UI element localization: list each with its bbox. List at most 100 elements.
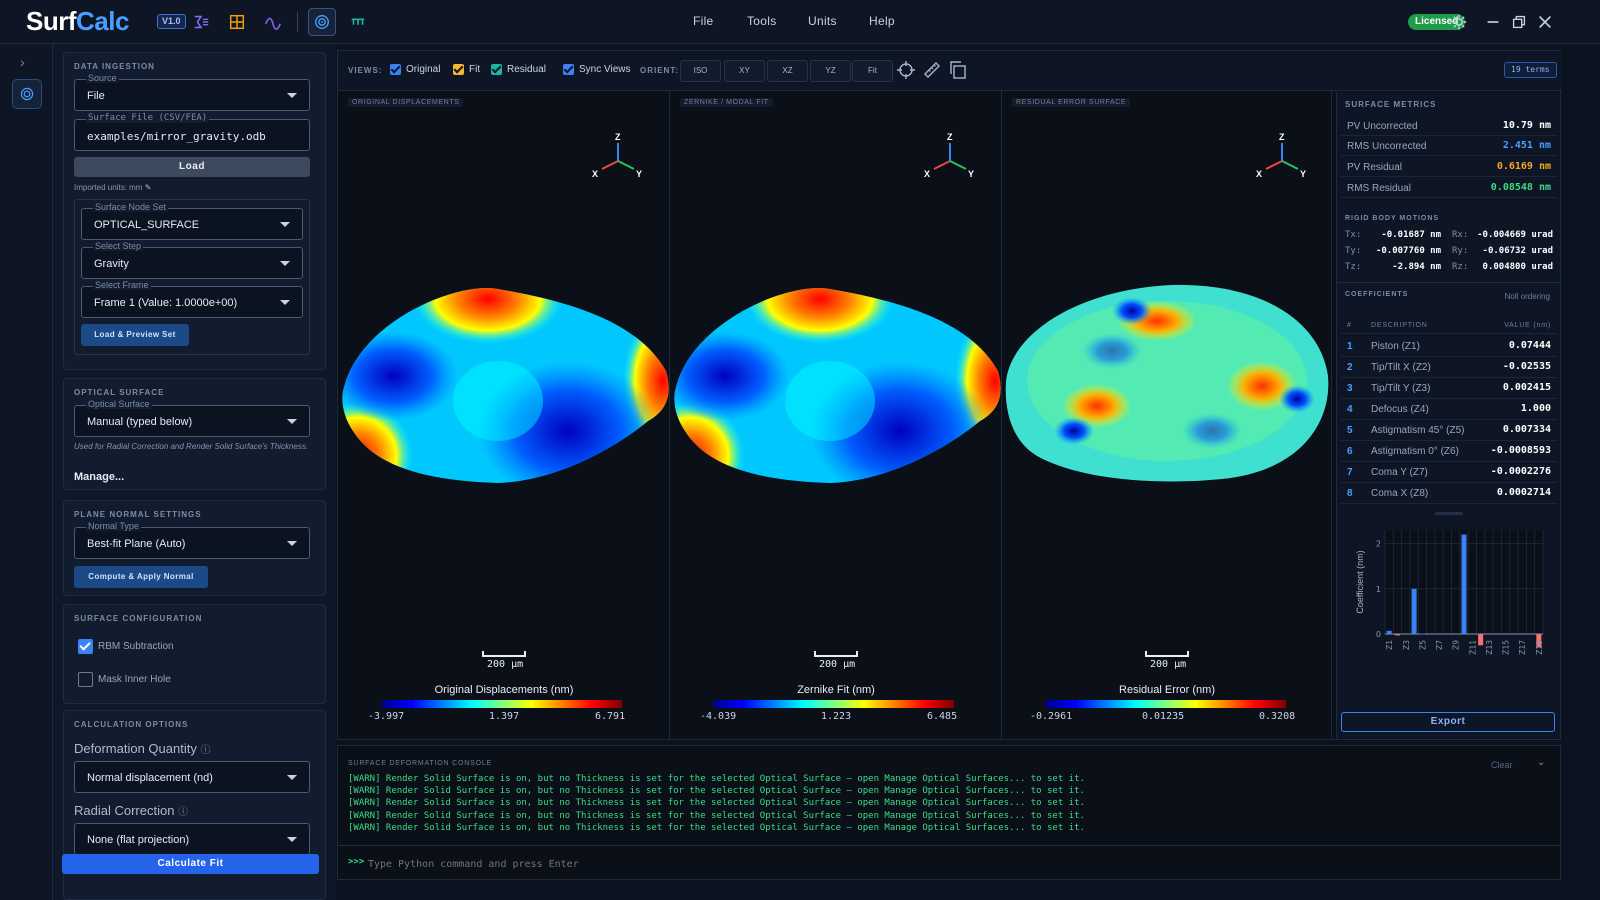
- metric-label: RMS Residual: [1347, 183, 1411, 194]
- pane-original[interactable]: ORIGINAL DISPLACEMENTS Z X Y: [338, 91, 670, 739]
- orient-iso-button[interactable]: ISO: [680, 60, 721, 82]
- coef-value: 0.07444: [1508, 340, 1551, 351]
- python-command-input[interactable]: [368, 856, 1268, 872]
- coefficient-bar-chart: 0 1 2 Z1 Z3 Z5 Z7 Z9 Z11 Z13 Z15 Z17 Z19 Coefficient …: [1355, 530, 1544, 655]
- coefficient-row[interactable]: 5 Astigmatism 45° (Z5) 0.007334: [1341, 420, 1557, 441]
- coefficient-row[interactable]: 7 Coma Y (Z7) -0.0002276: [1341, 462, 1557, 483]
- rbm-value: -0.007760 nm: [1375, 246, 1441, 256]
- section-title: SURFACE CONFIGURATION: [74, 614, 203, 623]
- metric-label: RMS Uncorrected: [1347, 141, 1427, 152]
- view-fit-checkbox[interactable]: Fit: [453, 64, 480, 75]
- coef-number: 3: [1347, 383, 1353, 394]
- axis-y-label: Y: [968, 169, 974, 179]
- pane-residual[interactable]: RESIDUAL ERROR SURFACE Z X Y: [1002, 91, 1332, 739]
- rbm-subtraction-checkbox[interactable]: [78, 639, 93, 654]
- orient-fit-button[interactable]: Fit: [852, 60, 893, 82]
- coefficient-row[interactable]: 8 Coma X (Z8) 0.0002714: [1341, 483, 1557, 504]
- minimize-icon[interactable]: [1482, 11, 1504, 33]
- restore-window-icon[interactable]: [1508, 11, 1530, 33]
- view-residual-checkbox[interactable]: Residual: [491, 64, 546, 75]
- help-icon[interactable]: ⓘ: [178, 807, 189, 818]
- settings-gear-icon[interactable]: [1448, 11, 1470, 33]
- grid-icon[interactable]: [226, 11, 248, 33]
- comb-icon[interactable]: [347, 11, 369, 33]
- coefficients-title: COEFFICIENTS: [1345, 291, 1409, 298]
- radial-correction-select[interactable]: None (flat projection): [74, 823, 310, 855]
- surface-file-input[interactable]: Surface File (CSV/FEA) examples/mirror_g…: [74, 113, 310, 151]
- select-frame-select[interactable]: Select Frame Frame 1 (Value: 1.0000e+00): [81, 280, 303, 318]
- coefficient-row[interactable]: 3 Tip/Tilt Y (Z3) 0.002415: [1341, 378, 1557, 399]
- views-toolbar: VIEWS: Original Fit Residual Sync Views …: [338, 51, 1562, 91]
- orient-xy-button[interactable]: XY: [724, 60, 765, 82]
- close-icon[interactable]: [1534, 11, 1556, 33]
- ordering-label[interactable]: Noll ordering: [1504, 292, 1550, 301]
- ruler-icon[interactable]: [922, 60, 942, 83]
- field-value: Gravity: [94, 258, 129, 270]
- colorbar-min: -3.997: [368, 711, 405, 722]
- optical-surface-card: OPTICAL SURFACE Optical Surface Manual (…: [63, 378, 326, 490]
- left-panel: DATA INGESTION Source File Surface File …: [53, 44, 336, 900]
- coefficient-row[interactable]: 1 Piston (Z1) 0.07444: [1341, 336, 1557, 357]
- sigma-icon[interactable]: [190, 11, 212, 33]
- compute-apply-normal-button[interactable]: Compute & Apply Normal: [74, 566, 208, 588]
- source-select[interactable]: Source File: [74, 73, 310, 111]
- resize-handle[interactable]: [1435, 512, 1463, 515]
- menu-file[interactable]: File: [693, 14, 714, 28]
- optical-surface-select[interactable]: Optical Surface Manual (typed below): [74, 399, 310, 437]
- calculate-fit-button[interactable]: Calculate Fit: [62, 854, 319, 874]
- colorbar-title: Original Displacements (nm): [434, 684, 574, 696]
- checkbox-label: Fit: [469, 64, 481, 75]
- mask-inner-hole-checkbox[interactable]: [78, 672, 93, 687]
- menu-units[interactable]: Units: [808, 14, 837, 28]
- metrics-panel: SURFACE METRICS PV Uncorrected 10.79 nm R…: [1336, 92, 1561, 738]
- logo-text-surf: Surf: [26, 6, 77, 36]
- sync-views-checkbox[interactable]: Sync Views: [563, 64, 631, 75]
- orient-xz-button[interactable]: XZ: [767, 60, 808, 82]
- rail-target-button[interactable]: [12, 79, 42, 109]
- wave-icon[interactable]: [262, 11, 284, 33]
- bar-Z1: [1386, 630, 1392, 634]
- coefficient-row[interactable]: 4 Defocus (Z4) 1.000: [1341, 399, 1557, 420]
- caret-down-icon: [280, 222, 290, 227]
- select-step-select[interactable]: Select Step Gravity: [81, 241, 303, 279]
- menu-tools[interactable]: Tools: [747, 14, 777, 28]
- colorbar-mid: 1.223: [821, 711, 852, 722]
- load-button[interactable]: Load: [74, 157, 310, 177]
- coef-value: -0.02535: [1502, 361, 1551, 372]
- coefficient-row[interactable]: 6 Astigmatism 0° (Z6) -0.0008593: [1341, 441, 1557, 462]
- load-preview-set-button[interactable]: Load & Preview Set: [81, 324, 189, 346]
- collapse-chevron-icon[interactable]: ⌄: [1537, 757, 1546, 768]
- export-button[interactable]: Export: [1341, 712, 1555, 732]
- surface-node-set-select[interactable]: Surface Node Set OPTICAL_SURFACE: [81, 202, 303, 240]
- target-icon[interactable]: [308, 8, 336, 36]
- field-value: Normal displacement (nd): [87, 772, 213, 784]
- pane-fit[interactable]: ZERNIKE / MODAL FIT Z X Y 200 µm Zernike…: [670, 91, 1002, 739]
- axis-triad-icon: Z X Y: [924, 132, 974, 179]
- colorbar-max: 6.791: [595, 711, 626, 722]
- orient-yz-button[interactable]: YZ: [810, 60, 851, 82]
- checkbox-label: Original: [406, 64, 441, 75]
- col-description: DESCRIPTION: [1371, 322, 1428, 329]
- crosshair-icon[interactable]: [896, 60, 916, 83]
- field-value: Frame 1 (Value: 1.0000e+00): [94, 297, 238, 309]
- axis-x-label: X: [1256, 169, 1262, 179]
- pencil-icon[interactable]: ✎: [144, 183, 152, 192]
- menu-help[interactable]: Help: [869, 14, 895, 28]
- field-value: OPTICAL_SURFACE: [94, 219, 200, 231]
- normal-type-select[interactable]: Normal Type Best-fit Plane (Auto): [74, 521, 310, 559]
- copy-icon[interactable]: [948, 60, 968, 83]
- manage-link[interactable]: Manage...: [74, 471, 125, 483]
- expand-chevron-icon[interactable]: ›: [20, 54, 25, 70]
- console-clear-button[interactable]: Clear: [1491, 760, 1513, 770]
- col-number: #: [1347, 322, 1352, 329]
- axis-x-label: X: [592, 169, 598, 179]
- deformation-quantity-select[interactable]: Normal displacement (nd): [74, 761, 310, 793]
- view-original-checkbox[interactable]: Original: [390, 64, 440, 75]
- checkbox-label: Sync Views: [579, 64, 631, 75]
- imported-units: Imported units: mm ✎: [74, 183, 151, 192]
- deformation-quantity-label: Deformation Quantity ⓘ: [74, 741, 210, 756]
- help-icon[interactable]: ⓘ: [200, 745, 211, 756]
- log-line: [WARN] Render Solid Surface is on, but n…: [348, 811, 1085, 821]
- coefficient-row[interactable]: 2 Tip/Tilt X (Z2) -0.02535: [1341, 357, 1557, 378]
- data-ingestion-card: DATA INGESTION Source File Surface File …: [63, 52, 326, 370]
